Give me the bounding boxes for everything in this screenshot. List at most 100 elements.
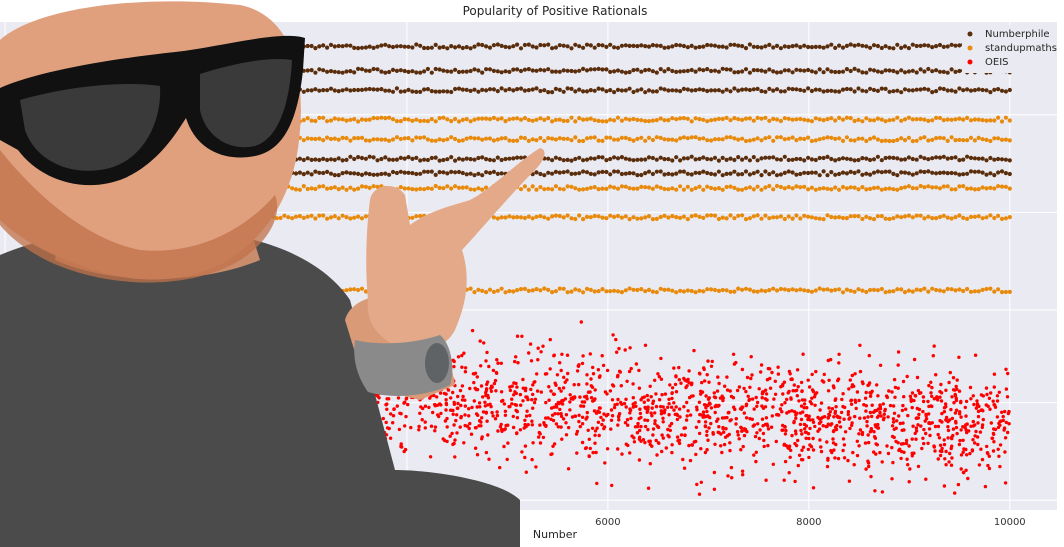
standupmaths-point [422,187,427,192]
oeis-point [460,384,465,388]
oeis-point [496,429,500,433]
numberphile-point [848,157,853,162]
oeis-point [518,428,523,432]
oeis-point [508,388,513,393]
standupmaths-point [623,184,628,189]
oeis-point [677,441,682,446]
standupmaths-point [309,118,314,123]
oeis-point [500,427,504,432]
oeis-point [423,426,427,430]
oeis-point [685,414,689,418]
oeis-point [682,405,686,409]
oeis-point [455,413,459,417]
numberphile-point [553,155,559,160]
oeis-point [943,402,948,406]
oeis-point [971,438,975,442]
standupmaths-point [844,287,850,292]
standupmaths-point [747,185,753,190]
standupmaths-point [313,118,318,124]
numberphile-point [344,157,349,162]
numberphile-point [996,156,1001,162]
numberphile-point [441,157,446,163]
standupmaths-point [988,213,993,218]
oeis-point [987,466,992,471]
numberphile-point [747,158,753,163]
numberphile-point [305,88,310,93]
standupmaths-point [414,214,419,219]
oeis-point [848,416,852,420]
oeis-point [896,350,901,354]
standupmaths-point [631,116,636,122]
standupmaths-point [802,117,807,122]
oeis-point [799,457,804,462]
oeis-point [819,449,824,454]
standupmaths-point [305,116,310,121]
standupmaths-point [619,135,625,140]
oeis-point [445,416,449,421]
numberphile-point [809,69,815,74]
numberphile-point [937,69,943,74]
oeis-point [940,446,944,451]
oeis-point [537,435,541,439]
oeis-point [654,392,658,396]
oeis-point [783,425,787,429]
numberphile-point [480,87,485,92]
numberphile-point [499,157,504,163]
numberphile-point [390,44,396,50]
numberphile-point [429,70,434,75]
numberphile-point [654,89,659,94]
oeis-point [577,382,581,387]
numberphile-point [899,45,904,51]
numberphile-point [325,45,330,50]
oeis-point [746,394,750,398]
standupmaths-point [596,289,601,294]
oeis-point [622,401,627,406]
numberphile-point [631,89,636,95]
standupmaths-point [623,214,628,219]
oeis-point [853,372,857,376]
oeis-point [643,343,648,347]
oeis-point [964,414,968,418]
oeis-point [957,442,962,447]
numberphile-point [573,156,578,162]
numberphile-point [472,67,477,72]
numberphile-point [883,68,888,73]
numberphile-point [371,155,376,160]
standupmaths-point [600,138,605,143]
numberphile-point [736,155,741,160]
standupmaths-point [612,118,617,123]
standupmaths-point [487,117,493,122]
standupmaths-point [767,118,772,123]
standupmaths-point [705,287,710,292]
oeis-point [946,425,950,429]
oeis-point [825,464,830,469]
numberphile-point [321,68,326,73]
standupmaths-point [542,117,547,122]
standupmaths-point [604,119,609,124]
standupmaths-point [701,117,706,122]
numberphile-point [813,157,818,163]
standupmaths-point [518,135,524,140]
oeis-point [454,418,458,423]
standupmaths-point [546,186,551,191]
standupmaths-point [848,214,853,219]
numberphile-point [332,44,337,49]
numberphile-point [530,44,535,49]
numberphile-point [883,44,888,49]
numberphile-point [464,69,469,74]
oeis-point [563,380,567,384]
oeis-point [782,442,787,446]
standupmaths-point [720,187,725,192]
standupmaths-point [899,215,904,220]
oeis-point [849,402,854,406]
oeis-point [670,443,674,447]
numberphile-point [930,156,935,161]
standupmaths-point [557,213,562,219]
oeis-point [769,425,774,429]
numberphile-point [887,68,892,73]
oeis-point [854,406,858,411]
standupmaths-point [813,216,818,221]
numberphile-point [383,42,388,47]
standupmaths-point [879,214,884,219]
numberphile-point [926,43,931,48]
